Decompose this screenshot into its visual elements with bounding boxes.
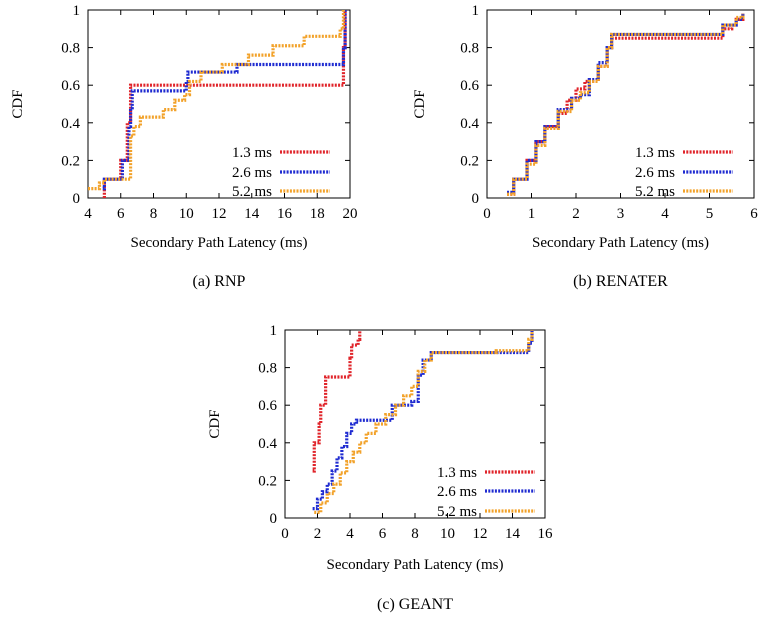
series-line-3: [314, 330, 534, 514]
series-line-3: [88, 10, 346, 191]
x-tick-label: 4: [84, 206, 92, 222]
y-tick-label: 0: [73, 191, 81, 207]
x-axis-title: Secondary Path Latency (ms): [130, 235, 307, 251]
x-tick-label: 6: [117, 206, 125, 222]
x-axis-title: Secondary Path Latency (ms): [326, 557, 503, 573]
legend-label: 1.3 ms: [437, 465, 477, 481]
y-tick-label: 0.8: [61, 41, 80, 57]
x-tick-label: 5: [706, 206, 714, 222]
x-tick-label: 12: [212, 206, 227, 222]
y-tick-label: 0.2: [258, 473, 277, 489]
series-line-2: [507, 13, 745, 194]
y-tick-label: 0.6: [61, 78, 80, 94]
legend-label: 1.3 ms: [635, 145, 675, 161]
y-tick-label: 0.4: [61, 116, 80, 132]
y-axis-title: CDF: [10, 89, 26, 118]
x-tick-label: 4: [346, 526, 354, 542]
series-line-3: [507, 13, 745, 196]
x-tick-label: 4: [661, 206, 669, 222]
legend-label: 2.6 ms: [232, 165, 272, 181]
series-line-2: [102, 10, 347, 191]
x-tick-label: 12: [473, 526, 488, 542]
y-axis-title: CDF: [412, 89, 428, 118]
series-line-1: [312, 330, 362, 473]
panel-caption: (b) RENATER: [573, 273, 668, 290]
x-tick-label: 10: [440, 526, 455, 542]
chart-panel-1: 4 6 8 10 12 14 16 18 20 0 0.2 0.4 0.6 0.8 1 Secondary P…: [10, 3, 358, 290]
x-tick-label: 14: [244, 206, 260, 222]
x-tick-label: 8: [150, 206, 158, 222]
x-tick-label: 18: [310, 206, 325, 222]
panel-caption: (c) GEANT: [377, 596, 453, 613]
x-tick-label: 14: [505, 526, 521, 542]
y-tick-label: 1: [270, 323, 278, 339]
legend-label: 2.6 ms: [437, 484, 477, 500]
x-tick-label: 6: [750, 206, 758, 222]
x-tick-label: 1: [528, 206, 536, 222]
y-tick-label: 0.4: [460, 116, 479, 132]
x-tick-label: 16: [538, 526, 554, 542]
y-tick-label: 1: [73, 3, 81, 19]
legend-label: 5.2 ms: [232, 184, 272, 200]
legend-label: 5.2 ms: [437, 504, 477, 520]
y-tick-label: 0.4: [258, 436, 277, 452]
plot-frame: [87, 9, 351, 199]
legend-label: 5.2 ms: [635, 184, 675, 200]
series-line-1: [507, 13, 745, 196]
legend-label: 2.6 ms: [635, 165, 675, 181]
y-tick-label: 0.6: [258, 398, 277, 414]
chart-panel-2: 0 1 2 3 4 5 6 0 0.2 0.4 0.6 0.8 1 Secondary Path Late…: [412, 3, 758, 290]
x-axis-title: Secondary Path Latency (ms): [532, 235, 709, 251]
series-line-2: [312, 330, 534, 511]
legend-label: 1.3 ms: [232, 145, 272, 161]
x-tick-label: 2: [572, 206, 580, 222]
x-tick-label: 10: [179, 206, 194, 222]
x-tick-label: 20: [343, 206, 358, 222]
x-tick-label: 3: [617, 206, 625, 222]
y-tick-label: 0.2: [61, 153, 80, 169]
panel-caption: (a) RNP: [193, 273, 246, 290]
y-axis-title: CDF: [207, 409, 223, 438]
chart-panel-3: 0 2 4 6 8 10 12 14 16 0 0.2 0.4 0.6 0.8 1 Secondary Pat…: [207, 323, 553, 613]
x-tick-label: 8: [411, 526, 419, 542]
y-tick-label: 0.2: [460, 153, 479, 169]
x-tick-label: 6: [379, 526, 387, 542]
x-tick-label: 0: [281, 526, 289, 542]
x-tick-label: 16: [277, 206, 293, 222]
y-tick-label: 0.8: [258, 361, 277, 377]
y-tick-label: 1: [472, 3, 480, 19]
x-tick-label: 2: [314, 526, 322, 542]
y-tick-label: 0: [472, 191, 480, 207]
x-tick-label: 0: [483, 206, 491, 222]
y-tick-label: 0: [270, 511, 278, 527]
y-tick-label: 0.6: [460, 78, 479, 94]
y-tick-label: 0.8: [460, 41, 479, 57]
series-line-1: [102, 10, 347, 198]
